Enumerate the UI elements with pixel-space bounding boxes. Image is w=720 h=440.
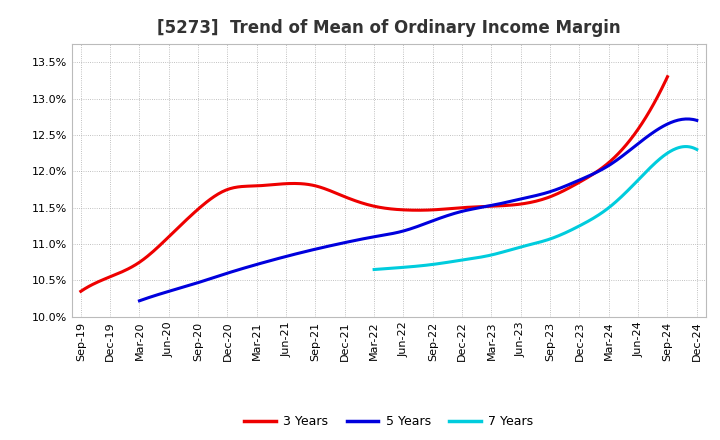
5 Years [465,207,474,213]
5 Years [605,163,613,168]
3 Years [424,207,433,213]
Line: 7 Years: 7 Years [374,147,697,270]
7 Years [662,151,671,156]
7 Years [642,169,650,175]
Legend: 3 Years, 5 Years, 7 Years: 3 Years, 5 Years, 7 Years [239,411,539,433]
Line: 3 Years: 3 Years [81,77,667,291]
5 Years [467,207,476,212]
3 Years [76,289,85,294]
7 Years [562,230,570,235]
3 Years [426,207,434,213]
5 Years [693,118,701,123]
5 Years [683,116,692,121]
5 Years [476,205,485,210]
3 Years [78,287,87,293]
7 Years [561,230,570,235]
3 Years [571,182,580,187]
5 Years [640,136,649,141]
Line: 5 Years: 5 Years [140,119,697,301]
5 Years [137,297,145,303]
7 Years [567,227,576,232]
3 Years [663,74,672,79]
5 Years [135,298,144,304]
Title: [5273]  Trend of Mean of Ordinary Income Margin: [5273] Trend of Mean of Ordinary Income … [157,19,621,37]
7 Years [693,147,701,152]
3 Years [608,157,617,162]
3 Years [436,207,444,212]
7 Years [371,267,379,272]
7 Years [370,267,379,272]
7 Years [682,144,690,149]
